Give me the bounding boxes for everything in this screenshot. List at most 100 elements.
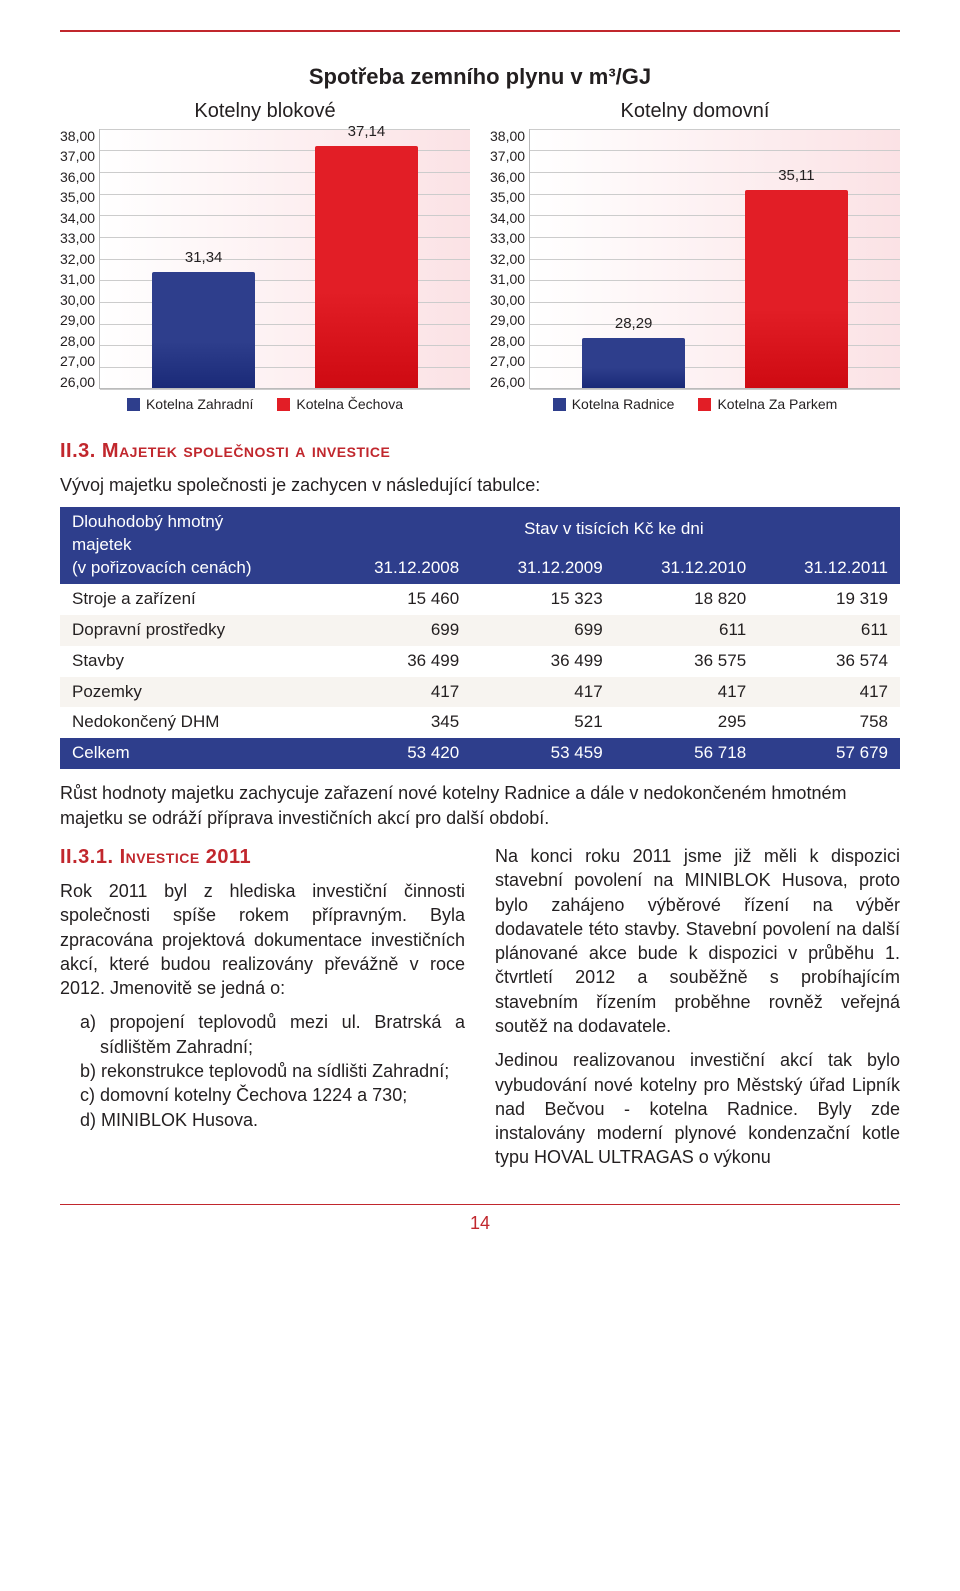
y-tick-label: 27,00: [490, 354, 525, 368]
table-footer-cell: 56 718: [615, 738, 758, 769]
y-tick-label: 35,00: [60, 190, 95, 204]
y-axis-labels: 38,0037,0036,0035,0034,0033,0032,0031,00…: [490, 129, 529, 389]
y-tick-label: 27,00: [60, 354, 95, 368]
list-item: c) domovní kotelny Čechova 1224 a 730;: [80, 1083, 465, 1107]
table-cell: 758: [758, 707, 900, 738]
para-after-table: Růst hodnoty majetku zachycuje zařazení …: [60, 781, 900, 830]
assets-table: Dlouhodobý hmotnýmajetek(v pořizovacích …: [60, 507, 900, 769]
table-row: Nedokončený DHM345521295758: [60, 707, 900, 738]
y-tick-label: 26,00: [60, 375, 95, 389]
charts-row: Kotelny blokové 38,00 37,00 36,00 35,00 34,00…: [60, 98, 900, 414]
table-cell: 699: [471, 615, 614, 646]
y-tick-label: 33,00: [490, 231, 525, 245]
table-footer-cell: 57 679: [758, 738, 900, 769]
column-left: II.3.1. Investice 2011 Rok 2011 byl z hl…: [60, 844, 465, 1180]
table-cell: 36 499: [471, 646, 614, 677]
table-row-label: Stroje a zařízení: [60, 584, 328, 615]
table-footer-cell: 53 459: [471, 738, 614, 769]
y-tick-label: 26,00: [490, 375, 525, 389]
y-tick-label: 32,00: [60, 252, 95, 266]
list-item: b) rekonstrukce teplovodů na sídlišti Za…: [80, 1059, 465, 1083]
chart-bar-label: 28,29: [615, 314, 653, 334]
chart-bar-label: 35,11: [778, 166, 814, 186]
table-cell: 699: [328, 615, 471, 646]
chart-plot: 31,3437,14: [99, 129, 470, 389]
table-column-header: 31.12.2009: [471, 545, 614, 583]
legend-swatch: [277, 398, 290, 411]
y-tick-label: 30,00: [490, 293, 525, 307]
table-row: Stavby36 49936 49936 57536 574: [60, 646, 900, 677]
legend-label: Kotelna Zahradní: [146, 395, 253, 414]
y-tick-label: 33,00: [60, 231, 95, 245]
investice-list: a) propojení teplovodů mezi ul. Bratrská…: [60, 1010, 465, 1131]
chart-kotelny-blokove: Kotelny blokové 38,00 37,00 36,00 35,00 34,00…: [60, 98, 470, 414]
y-tick-label: 37,00: [490, 149, 525, 163]
legend-item: Kotelna Za Parkem: [698, 395, 837, 414]
chart-subtitle: Kotelny blokové: [60, 98, 470, 125]
table-cell: 345: [328, 707, 471, 738]
y-tick-label: 31,00: [60, 272, 95, 286]
y-tick-label: 30,00: [60, 293, 95, 307]
table-cell: 417: [615, 677, 758, 708]
table-cell: 19 319: [758, 584, 900, 615]
legend-item: Kotelna Radnice: [553, 395, 675, 414]
chart-bar: [315, 146, 419, 387]
y-tick-label: 34,00: [490, 211, 525, 225]
legend-label: Kotelna Za Parkem: [717, 395, 837, 414]
list-item: a) propojení teplovodů mezi ul. Bratrská…: [80, 1010, 465, 1059]
table-row-label: Pozemky: [60, 677, 328, 708]
y-tick-label: 37,00: [60, 149, 95, 163]
two-column-text: II.3.1. Investice 2011 Rok 2011 byl z hl…: [60, 844, 900, 1180]
legend-item: Kotelna Zahradní: [127, 395, 253, 414]
y-axis-labels: 38,00 37,00 36,00 35,00 34,00 33,00 32,00 31,00…: [60, 129, 99, 389]
table-cell: 36 499: [328, 646, 471, 677]
chart-legend: Kotelna Zahradní Kotelna Čechova: [60, 395, 470, 414]
table-column-header: 31.12.2008: [328, 545, 471, 583]
y-tick-label: 28,00: [60, 334, 95, 348]
section-heading-investice: II.3.1. Investice 2011: [60, 844, 465, 871]
table-cell: 18 820: [615, 584, 758, 615]
table-cell: 417: [328, 677, 471, 708]
investice-right-p1: Na konci roku 2011 jsme již měli k dispo…: [495, 844, 900, 1038]
chart-bar-label: 31,34: [185, 248, 223, 268]
y-tick-label: 35,00: [490, 190, 525, 204]
y-tick-label: 34,00: [60, 211, 95, 225]
y-tick-label: 38,00: [60, 129, 95, 143]
chart-plot: 28,29 35,11: [529, 129, 900, 389]
section-heading-majetek: II.3. Majetek společnosti a investice: [60, 438, 900, 465]
y-tick-label: 28,00: [490, 334, 525, 348]
table-row-label: Stavby: [60, 646, 328, 677]
table-footer-cell: 53 420: [328, 738, 471, 769]
table-cell: 295: [615, 707, 758, 738]
investice-left-intro: Rok 2011 byl z hlediska investiční činno…: [60, 879, 465, 1000]
chart-bar: [745, 190, 849, 387]
table-rowheader-title: Dlouhodobý hmotnýmajetek(v pořizovacích …: [60, 507, 328, 584]
table-cell: 417: [758, 677, 900, 708]
y-tick-label: 32,00: [490, 252, 525, 266]
chart-legend: Kotelna Radnice Kotelna Za Parkem: [490, 395, 900, 414]
legend-swatch: [553, 398, 566, 411]
chart-kotelny-domovni: Kotelny domovní38,0037,0036,0035,0034,00…: [490, 98, 900, 414]
y-tick-label: 38,00: [490, 129, 525, 143]
table-cell: 521: [471, 707, 614, 738]
chart-bar: [582, 338, 686, 388]
table-row-label: Dopravní prostředky: [60, 615, 328, 646]
column-right: Na konci roku 2011 jsme již měli k dispo…: [495, 844, 900, 1180]
chart-bar: [152, 272, 256, 388]
table-column-header: 31.12.2010: [615, 545, 758, 583]
table-column-header: 31.12.2011: [758, 545, 900, 583]
table-row: Stroje a zařízení15 46015 32318 82019 31…: [60, 584, 900, 615]
legend-label: Kotelna Čechova: [296, 395, 403, 414]
table-footer-row: Celkem53 42053 45956 71857 679: [60, 738, 900, 769]
legend-swatch: [127, 398, 140, 411]
chart-bar-label: 37,14: [348, 122, 386, 142]
table-cell: 15 460: [328, 584, 471, 615]
table-cell: 611: [615, 615, 758, 646]
y-tick-label: 36,00: [60, 170, 95, 184]
table-supercolumn: Stav v tisících Kč ke dni: [328, 507, 900, 545]
table-cell: 36 574: [758, 646, 900, 677]
page-number: 14: [60, 1204, 900, 1235]
section-lead: Vývoj majetku společnosti je zachycen v …: [60, 473, 900, 497]
y-tick-label: 31,00: [490, 272, 525, 286]
table-footer-label: Celkem: [60, 738, 328, 769]
